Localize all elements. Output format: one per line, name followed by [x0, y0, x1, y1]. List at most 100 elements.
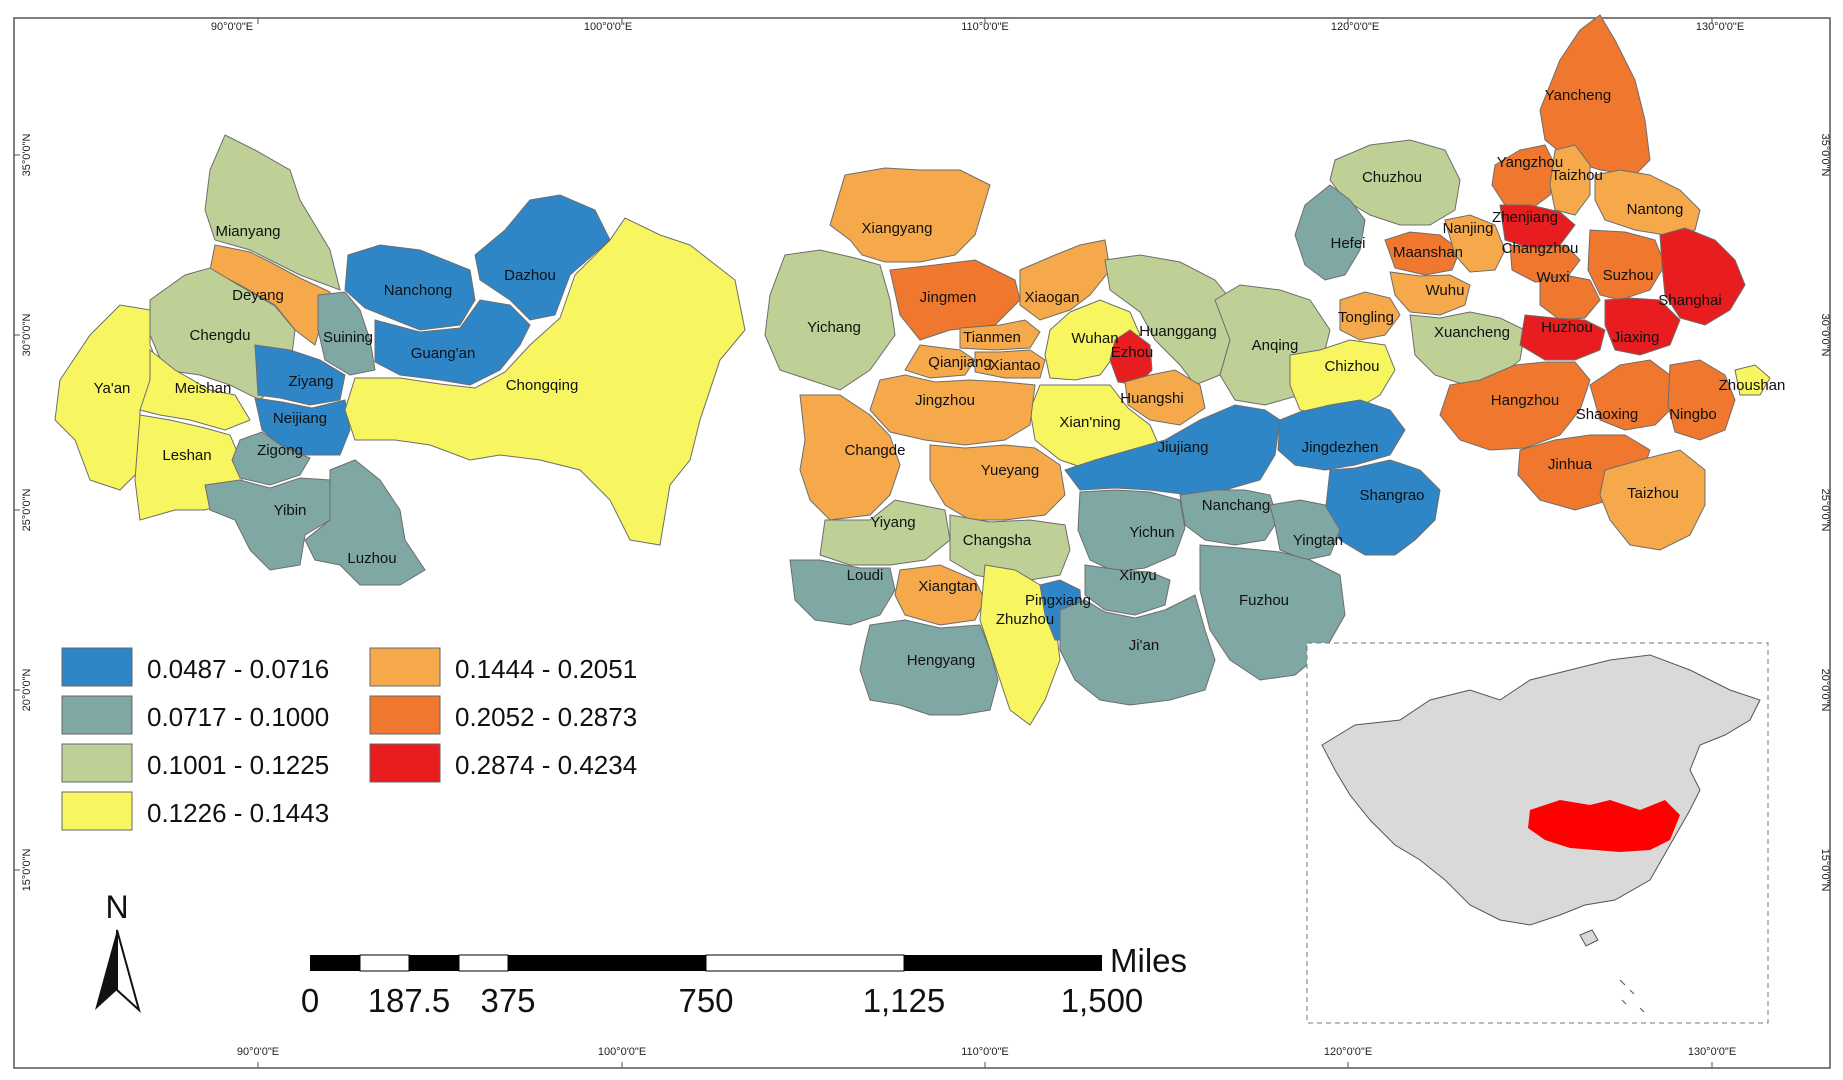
- region-xiaogan[interactable]: [1019, 239, 1111, 321]
- city-label: Yancheng: [1545, 87, 1611, 104]
- city-label: Qianjiang: [928, 354, 991, 371]
- region-yingtan[interactable]: [1269, 499, 1341, 561]
- region-chizhou[interactable]: [1289, 339, 1396, 416]
- city-labels: Mianyang Deyang Chengdu Ya'an Meishan Le…: [94, 87, 1786, 669]
- city-label: Jingzhou: [915, 392, 975, 409]
- region-chongqing[interactable]: [344, 217, 746, 546]
- city-label: Leshan: [162, 447, 211, 464]
- legend-label: 0.2874 - 0.4234: [455, 750, 637, 780]
- region-zhenjiang[interactable]: [1499, 204, 1576, 249]
- city-label: Tongling: [1338, 309, 1394, 326]
- region-hangzhou[interactable]: [1439, 361, 1591, 451]
- region-tongling[interactable]: [1339, 291, 1401, 341]
- inset-islands: [1619, 979, 1645, 1013]
- region-jingzhou[interactable]: [869, 374, 1036, 446]
- region-nantong[interactable]: [1594, 169, 1701, 236]
- region-jian[interactable]: [1059, 594, 1216, 706]
- region-changsha[interactable]: [949, 514, 1071, 581]
- lon-label-bottom-130: 130°0'0"E: [1688, 1046, 1736, 1058]
- region-jingdezhen[interactable]: [1277, 399, 1406, 471]
- city-label: Huzhou: [1541, 319, 1593, 336]
- city-label: Zhenjiang: [1492, 209, 1558, 226]
- region-maanshan[interactable]: [1384, 231, 1461, 276]
- city-label: Chuzhou: [1362, 169, 1422, 186]
- region-qianjiang[interactable]: [904, 344, 976, 379]
- region-nanchong[interactable]: [344, 244, 476, 331]
- region-neijiang[interactable]: [254, 397, 351, 456]
- graticule-bottom: 90°0'0"E 100°0'0"E 110°0'0"E 120°0'0"E 1…: [237, 1046, 1736, 1058]
- region-jingmen[interactable]: [889, 259, 1021, 341]
- city-label: Huanggang: [1139, 323, 1217, 340]
- scale-tick: 1,500: [1061, 982, 1144, 1019]
- region-tianmen[interactable]: [959, 319, 1041, 351]
- city-label: Nanchong: [384, 282, 452, 299]
- region-huzhou[interactable]: [1519, 314, 1606, 361]
- city-label: Pingxiang: [1025, 592, 1091, 609]
- inset-hainan: [1579, 929, 1599, 947]
- lat-label-left-15: 15°0'0"N: [21, 849, 33, 892]
- region-ziyang[interactable]: [254, 344, 346, 406]
- city-label: Chongqing: [506, 377, 579, 394]
- region-changzhou[interactable]: [1509, 244, 1581, 283]
- region-xuancheng[interactable]: [1409, 311, 1526, 386]
- region-dazhou[interactable]: [474, 194, 611, 321]
- city-label: Luzhou: [347, 550, 396, 567]
- lon-label-top-100: 100°0'0"E: [584, 21, 632, 33]
- lon-label-top-130: 130°0'0"E: [1696, 21, 1744, 33]
- region-wuxi[interactable]: [1539, 274, 1601, 321]
- region-xiangyang[interactable]: [829, 167, 991, 263]
- scale-seg: [359, 954, 410, 972]
- region-jiujiang[interactable]: [1064, 404, 1281, 496]
- inset-map: [1306, 642, 1769, 1024]
- city-label: Jinhua: [1548, 456, 1593, 473]
- city-label: Yichun: [1129, 524, 1174, 541]
- region-ningbo[interactable]: [1667, 359, 1736, 441]
- region-yichun[interactable]: [1077, 489, 1186, 573]
- region-wuhan[interactable]: [1044, 299, 1141, 381]
- city-label: Neijiang: [273, 410, 327, 427]
- scale-seg: [310, 955, 360, 971]
- region-wuhu[interactable]: [1389, 271, 1471, 316]
- region-nanchang[interactable]: [1179, 489, 1279, 546]
- region-xiantao[interactable]: [974, 349, 1046, 379]
- city-label: Xuancheng: [1434, 324, 1510, 341]
- region-zhoushan[interactable]: [1734, 364, 1771, 396]
- city-label: Nanchang: [1202, 497, 1270, 514]
- city-label: Changzhou: [1502, 240, 1579, 257]
- legend: 0.0487 - 0.0716 0.0717 - 0.1000 0.1001 -…: [61, 647, 637, 831]
- region-huangshi[interactable]: [1124, 369, 1206, 426]
- lat-label-left-20: 20°0'0"N: [21, 669, 33, 712]
- region-guangan[interactable]: [374, 299, 531, 386]
- region-yibin[interactable]: [204, 477, 331, 571]
- region-suzhou[interactable]: [1587, 229, 1666, 301]
- region-hengyang[interactable]: [859, 619, 999, 716]
- region-hefei[interactable]: [1294, 184, 1366, 281]
- region-yichang[interactable]: [764, 249, 896, 391]
- city-label: Maanshan: [1393, 244, 1463, 261]
- region-nanjing[interactable]: [1444, 214, 1506, 273]
- region-mianyang[interactable]: [204, 134, 341, 291]
- region-taizhou-js[interactable]: [1549, 144, 1591, 216]
- region-yangzhou[interactable]: [1491, 144, 1556, 211]
- region-yancheng[interactable]: [1539, 14, 1651, 176]
- region-meishan[interactable]: [139, 348, 251, 431]
- region-loudi[interactable]: [789, 559, 896, 626]
- region-shanghai[interactable]: [1659, 227, 1746, 326]
- city-label: Shaoxing: [1576, 406, 1639, 423]
- region-changde[interactable]: [799, 394, 901, 521]
- region-yueyang[interactable]: [929, 444, 1066, 521]
- region-jiaxing[interactable]: [1604, 297, 1681, 356]
- region-xinyu[interactable]: [1084, 564, 1171, 616]
- city-label: Dazhou: [504, 267, 556, 284]
- scale-seg: [508, 955, 706, 971]
- city-label: Zigong: [257, 442, 303, 459]
- region-suining[interactable]: [317, 291, 376, 376]
- north-arrow-icon-half: [116, 929, 141, 1014]
- graticule-left: 35°0'0"N 30°0'0"N 25°0'0"N 20°0'0"N 15°0…: [21, 134, 33, 892]
- city-label: Ji'an: [1129, 637, 1159, 654]
- region-taizhou-zj[interactable]: [1599, 449, 1706, 551]
- region-xiangtan[interactable]: [894, 564, 986, 626]
- lon-label-top-110: 110°0'0"E: [961, 21, 1009, 33]
- region-zigong[interactable]: [231, 431, 311, 486]
- region-luzhou[interactable]: [304, 459, 426, 586]
